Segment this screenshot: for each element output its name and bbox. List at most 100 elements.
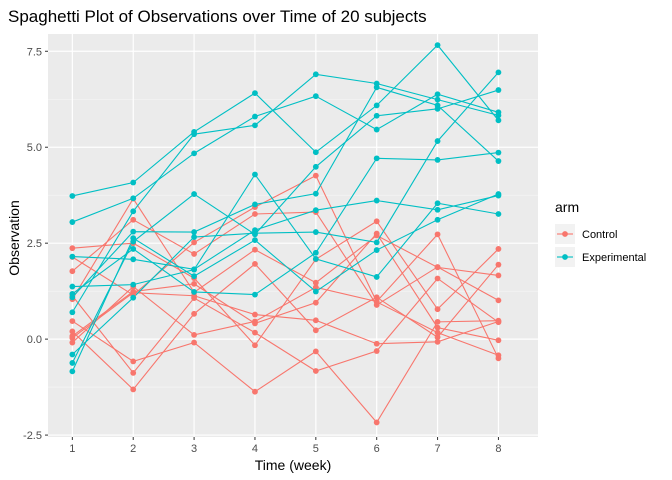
series-line-15 [71,73,499,313]
data-point [312,93,319,100]
series-line-13 [72,195,499,270]
data-point [434,216,441,223]
data-point [252,201,258,208]
data-point [69,294,76,301]
x-tick-label: 3 [191,443,197,455]
y-tick-label: -2.5 [23,430,42,442]
x-tick-label: 5 [313,443,319,455]
data-point [69,328,76,335]
data-point [373,298,380,305]
data-point [312,163,319,170]
series-line-2 [71,277,499,374]
data-point [130,386,137,393]
series-line-6 [72,220,499,347]
data-point [373,112,380,119]
x-axis-title: Time (week) [255,457,332,473]
data-point [373,294,380,301]
data-point [373,102,380,109]
data-point [434,91,441,98]
data-point [495,149,502,156]
data-point [69,318,76,324]
data-point [130,228,137,235]
series-line-14 [71,89,499,364]
x-tick-label: 4 [252,443,258,455]
data-point [191,229,197,235]
legend: arm Control Experimental [555,199,646,267]
legend-key-point [562,231,568,237]
data-point [312,71,319,78]
series-line-5 [72,320,499,424]
series-line-9 [72,232,499,341]
data-point [495,192,502,199]
y-axis-title: Observation [6,200,22,275]
data-point [130,370,137,376]
data-point [495,352,502,359]
series-lines [71,44,499,424]
data-point [191,332,197,338]
data-point [495,112,502,119]
data-point [130,238,137,245]
data-point [495,69,502,76]
data-point [191,128,197,135]
data-point [252,211,258,217]
data-point [373,126,380,133]
data-point [312,368,319,374]
data-point [191,310,197,317]
data-point [312,299,319,306]
data-point [373,218,380,225]
data-point [434,231,441,238]
legend-title: arm [555,199,579,215]
data-point [312,288,319,295]
data-point [69,193,76,199]
data-point [191,339,197,346]
x-tick-label: 6 [374,443,380,455]
data-point [69,268,76,275]
data-point [69,360,76,366]
data-point [495,318,502,325]
data-point [373,239,380,246]
data-point [312,256,319,262]
data-point [373,155,380,162]
data-point [252,113,258,120]
data-point [130,208,137,215]
y-axis: -2.5 0.0 2.5 5.0 7.5 [23,46,48,442]
y-tick-label: 7.5 [27,46,42,58]
series-line-18 [72,173,499,288]
data-point [312,279,319,286]
data-point [69,368,76,375]
data-point [434,42,441,49]
data-point [434,275,441,282]
y-tick-label: 5.0 [27,142,42,154]
data-point [495,246,502,252]
data-point [252,122,258,129]
data-point [252,171,258,178]
data-point [434,318,441,325]
data-point [373,274,380,280]
data-point [130,294,137,301]
series-line-3 [71,211,499,306]
data-point [434,200,441,207]
data-point [373,419,380,426]
x-tick-label: 7 [435,443,441,455]
data-point [312,317,319,324]
data-point [434,334,441,341]
series-line-19 [71,72,499,355]
series-line-8 [71,233,499,359]
data-point [373,340,380,347]
data-point [252,329,258,336]
data-point [434,264,441,271]
data-point [252,311,258,318]
chart-title: Spaghetti Plot of Observations over Time… [8,7,427,26]
legend-label-control: Control [582,229,617,241]
data-point [312,249,319,256]
data-point [495,337,502,344]
data-point [312,207,319,214]
data-point [434,306,441,313]
x-axis: 1 2 3 4 5 6 7 8 [69,437,501,455]
x-tick-label: 8 [495,443,501,455]
y-tick-label: 0.0 [27,334,42,346]
data-point [191,280,197,287]
series-line-12 [71,193,499,372]
data-point [252,342,258,349]
